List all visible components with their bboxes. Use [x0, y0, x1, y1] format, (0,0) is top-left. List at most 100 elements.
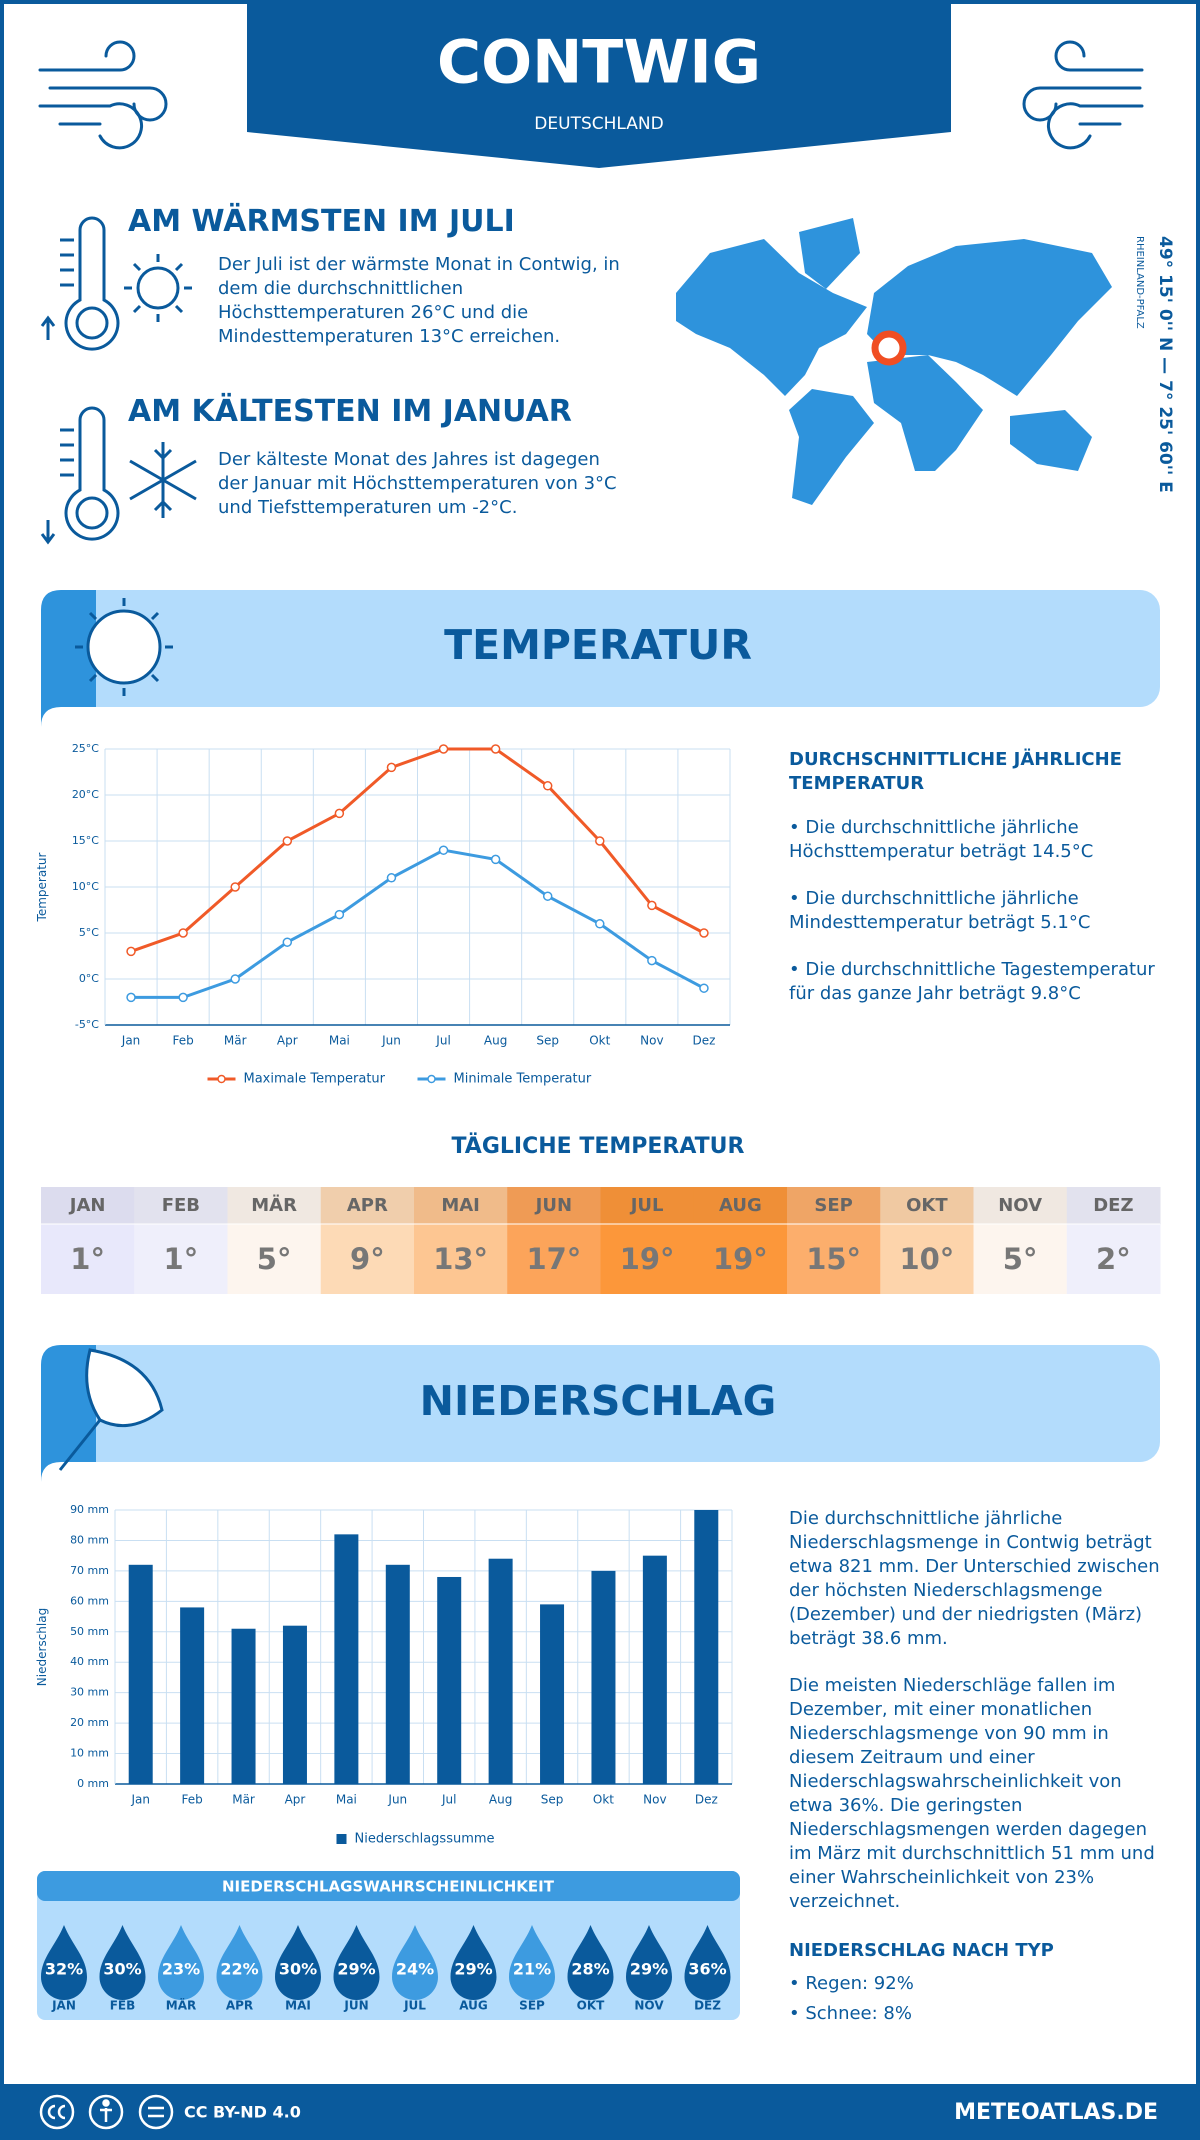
coldest-title: AM KÄLTESTEN IM JANUAR: [128, 394, 572, 429]
warmest-text: Der Juli ist der wärmste Monat in Contwi…: [218, 254, 620, 347]
x-tick-label: Sep: [541, 1793, 564, 1807]
day-cell: [880, 1187, 974, 1294]
x-tick-label: Nov: [643, 1793, 666, 1807]
legend-label: Niederschlagssumme: [355, 1832, 495, 1847]
y-tick-label: 15°C: [72, 834, 99, 847]
x-tick-label: Jul: [435, 1034, 450, 1048]
graphics: CONTWIG DEUTSCHLAND 49° 15' 0'' N — 7° 2…: [4, 4, 1196, 2136]
day-header-shade: [507, 1187, 601, 1224]
day-month: JUL: [629, 1195, 664, 1216]
y-tick-label: 10°C: [72, 880, 99, 893]
x-tick-label: Sep: [536, 1034, 559, 1048]
x-tick-label: Okt: [589, 1034, 610, 1048]
day-header-shade: [227, 1187, 322, 1224]
point: [282, 937, 293, 947]
point: [647, 955, 657, 966]
point: [438, 845, 449, 855]
day-month: DEZ: [1093, 1195, 1133, 1216]
line: [131, 848, 705, 999]
point: [126, 946, 136, 957]
umbrella-icon: [58, 1348, 164, 1471]
banner-accent: [41, 1345, 96, 1482]
drop-label: 28%: [571, 1960, 609, 1979]
y-tick-label: 20 mm: [70, 1716, 109, 1729]
y-tick-label: 5°C: [79, 926, 99, 939]
point: [126, 992, 136, 1003]
point: [178, 992, 188, 1003]
section-banner: [41, 1345, 1160, 1462]
drop-label: 22%: [220, 1960, 258, 1979]
drop-month: APR: [226, 1999, 253, 2013]
day-month: MÄR: [251, 1194, 297, 1216]
y-tick-label: -5°C: [75, 1018, 99, 1031]
y-tick-label: 20°C: [72, 788, 99, 801]
type-item: • Schnee: 8%: [789, 2003, 912, 2024]
legend-label: Maximale Temperatur: [244, 1072, 386, 1087]
drop-label: 36%: [688, 1960, 726, 1979]
bar: [180, 1607, 205, 1784]
drop-month: MÄR: [166, 1998, 196, 2013]
drop: [509, 1925, 555, 2000]
y-tick-label: 10 mm: [70, 1747, 109, 1760]
day-header-shade: [600, 1187, 695, 1224]
y-tick-label: 0 mm: [77, 1777, 109, 1790]
coldest-text: Der kälteste Monat des Jahres ist dagege…: [218, 449, 617, 518]
probability-header: [37, 1871, 740, 1901]
point: [542, 891, 553, 901]
day-header-shade: [134, 1187, 228, 1224]
city-title: CONTWIG: [437, 28, 761, 98]
point: [490, 854, 501, 865]
point: [699, 928, 709, 938]
day-header-shade: [1066, 1187, 1161, 1224]
annual-item: • Die durchschnittliche Tagestemperatur …: [789, 959, 1155, 1004]
daily-table: JAN 1° FEB 1° MÄR 5° APR 9° MAI 13° JUN 17° JUL 19° AU…: [41, 1187, 1161, 1294]
drop-month: JUN: [343, 1999, 368, 2013]
point: [230, 882, 240, 892]
legend-swatch: [427, 1074, 436, 1084]
type-title: NIEDERSCHLAG NACH TYP: [789, 1940, 1054, 1961]
warmest-title: AM WÄRMSTEN IM JULI: [128, 204, 515, 239]
day-header-shade: [693, 1187, 788, 1224]
drop: [158, 1925, 204, 2000]
section-banner: [41, 590, 1160, 707]
precipitation-paragraph: Die durchschnittliche jährliche Niedersc…: [789, 1508, 1160, 1649]
day-cell: [787, 1187, 881, 1294]
x-tick-label: Feb: [182, 1793, 203, 1807]
annual-title: DURCHSCHNITTLICHE JÄHRLICHE TEMPERATUR: [789, 749, 1122, 794]
day-month: MAI: [441, 1195, 480, 1216]
x-tick-label: Jun: [381, 1034, 401, 1048]
country: DEUTSCHLAND: [534, 114, 663, 134]
drop: [567, 1925, 614, 2000]
drop-month: NOV: [634, 1999, 664, 2013]
day-cell: [414, 1187, 508, 1294]
y-tick-label: 0°C: [79, 972, 99, 985]
x-tick-label: Jan: [121, 1034, 141, 1048]
x-tick-label: Jun: [387, 1793, 407, 1807]
day-month: OKT: [906, 1195, 948, 1216]
point: [490, 744, 501, 754]
drop-month: JAN: [51, 1999, 76, 2013]
header-banner: [247, 4, 951, 168]
day-value: 5°: [257, 1242, 292, 1276]
drop: [626, 1925, 672, 2000]
day-month: NOV: [998, 1195, 1042, 1216]
day-month: JUN: [534, 1195, 572, 1216]
day-header-shade: [973, 1187, 1068, 1224]
point: [230, 974, 240, 984]
drop-month: FEB: [110, 1999, 136, 2013]
day-cell: [320, 1187, 415, 1294]
day-value: 2°: [1096, 1242, 1131, 1276]
day-cell: [134, 1187, 228, 1294]
drop: [216, 1925, 263, 2000]
warm-icon: [40, 216, 192, 351]
day-value: 19°: [620, 1242, 675, 1276]
day-value: 15°: [806, 1242, 861, 1276]
sun-icon: [75, 598, 173, 696]
precipitation-chart: 0 mm 10 mm 20 mm 30 mm 40 mm 50 mm 60 mm 70 mm 8…: [35, 1503, 733, 1847]
drop-label: 29%: [337, 1960, 375, 1979]
day-value: 9°: [350, 1242, 385, 1276]
point: [386, 762, 397, 773]
x-tick-label: Aug: [489, 1793, 512, 1807]
annual-item: • Die durchschnittliche jährliche Höchst…: [789, 817, 1094, 862]
day-value: 5°: [1003, 1242, 1038, 1276]
